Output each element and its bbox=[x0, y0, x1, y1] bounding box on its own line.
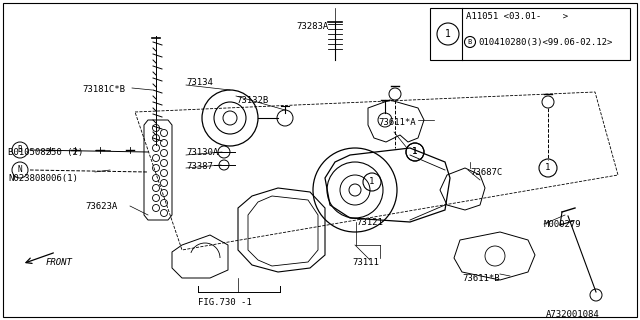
Text: N: N bbox=[18, 165, 22, 174]
Text: FRONT: FRONT bbox=[46, 258, 73, 267]
Text: 73611*A: 73611*A bbox=[378, 118, 415, 127]
Text: 73283A: 73283A bbox=[296, 22, 328, 31]
Text: B010508250 (2): B010508250 (2) bbox=[8, 148, 83, 157]
Text: 73611*B: 73611*B bbox=[462, 274, 500, 283]
Text: N023808006(1): N023808006(1) bbox=[8, 174, 78, 183]
Bar bbox=[430, 8, 630, 60]
Text: FIG.730 -1: FIG.730 -1 bbox=[198, 298, 252, 307]
Text: B: B bbox=[468, 39, 472, 45]
Text: M000279: M000279 bbox=[544, 220, 582, 229]
Text: B: B bbox=[18, 146, 22, 155]
Text: 1: 1 bbox=[545, 164, 550, 172]
Text: 73121: 73121 bbox=[356, 218, 383, 227]
Text: A732001084: A732001084 bbox=[546, 310, 600, 319]
Text: 1: 1 bbox=[412, 148, 418, 156]
Text: A11051 <03.01-    >: A11051 <03.01- > bbox=[466, 12, 568, 21]
Text: 73623A: 73623A bbox=[85, 202, 117, 211]
Text: 1: 1 bbox=[445, 29, 451, 39]
Text: 73130A: 73130A bbox=[186, 148, 218, 157]
Text: 1: 1 bbox=[369, 178, 374, 187]
Text: 73134: 73134 bbox=[186, 78, 213, 87]
Text: 73181C*B: 73181C*B bbox=[82, 85, 125, 94]
Text: 73111: 73111 bbox=[352, 258, 379, 267]
Text: 010410280(3)<99.06-02.12>: 010410280(3)<99.06-02.12> bbox=[478, 38, 612, 47]
Text: 73687C: 73687C bbox=[470, 168, 502, 177]
Text: 1: 1 bbox=[412, 148, 418, 156]
Text: 73387: 73387 bbox=[186, 162, 213, 171]
Text: 73132B: 73132B bbox=[236, 96, 268, 105]
